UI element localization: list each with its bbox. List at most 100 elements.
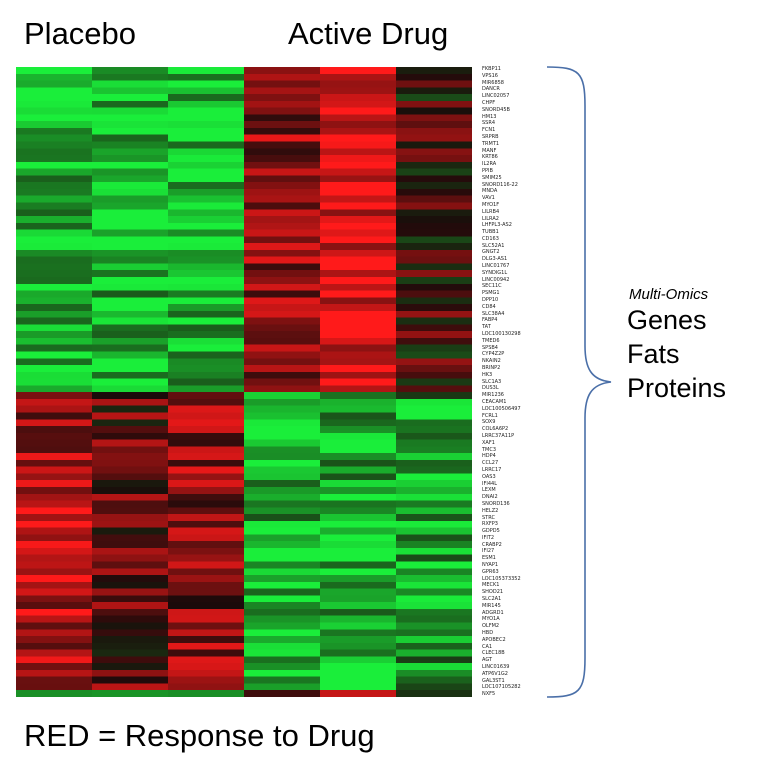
heatmap-cell <box>168 344 245 353</box>
heatmap-cell <box>16 100 93 109</box>
heatmap-cell <box>244 642 321 651</box>
heatmap-cell <box>168 263 245 271</box>
heatmap-cell <box>92 493 169 502</box>
heatmap-cell <box>320 371 397 380</box>
gene-label: CCL27 <box>482 460 499 467</box>
heatmap-cell <box>92 669 169 678</box>
gene-label: SPSB4 <box>482 344 498 351</box>
heatmap-cell <box>16 297 93 305</box>
heatmap-cell <box>244 277 321 285</box>
heatmap-cell <box>168 439 245 447</box>
heatmap-cell <box>168 277 245 285</box>
gene-label: FCRL1 <box>482 412 498 419</box>
heatmap-cell <box>168 507 245 515</box>
gene-label: TRMT1 <box>482 140 500 147</box>
heatmap-cell <box>16 263 93 271</box>
heatmap-cell <box>396 127 472 136</box>
heatmap-cell <box>16 121 93 129</box>
heatmap-cell <box>244 331 321 339</box>
heatmap-cell <box>92 277 169 285</box>
heatmap-cell <box>92 459 169 468</box>
heatmap-cell <box>168 209 245 217</box>
heatmap-cell <box>320 649 397 657</box>
heatmap-cell <box>92 649 169 657</box>
heatmap-cell <box>320 615 397 623</box>
heatmap-cell <box>92 107 169 115</box>
heatmap-cell <box>16 182 93 190</box>
heatmap-cell <box>16 595 93 603</box>
heatmap-cell <box>16 155 93 163</box>
heatmap-cell <box>320 527 397 535</box>
heatmap-cell <box>244 182 321 190</box>
heatmap-cell <box>168 514 245 522</box>
heatmap-cell <box>396 534 472 542</box>
heatmap-cell <box>320 507 397 515</box>
heatmap-cell <box>168 290 245 298</box>
heatmap-cell <box>92 636 169 644</box>
heatmap-cell <box>168 527 245 535</box>
heatmap-cell <box>92 209 169 217</box>
heatmap-cell <box>320 500 397 508</box>
heatmap-cell <box>16 141 93 149</box>
heatmap-cell <box>168 676 245 684</box>
heatmap-cell <box>396 385 472 393</box>
heatmap-cell <box>320 446 397 454</box>
heatmap-cell <box>92 188 169 197</box>
heatmap-cell <box>16 656 93 664</box>
heatmap-cell <box>92 134 169 143</box>
heatmap-cell <box>320 182 397 190</box>
heatmap-cell <box>320 520 397 529</box>
gene-label: LOC100506497 <box>482 405 521 412</box>
heatmap-cell <box>244 73 321 82</box>
heatmap-cell <box>92 615 169 623</box>
gene-label: LOC107105282 <box>482 684 521 691</box>
heatmap-cell <box>320 683 397 691</box>
heatmap-cell <box>244 114 321 122</box>
heatmap-cell <box>244 134 321 143</box>
heatmap-cell <box>168 182 245 190</box>
heatmap-cell <box>396 94 472 102</box>
gene-label: CLEC18B <box>482 650 505 657</box>
heatmap-cell <box>320 297 397 305</box>
heatmap-cell <box>396 676 472 684</box>
heatmap-cell <box>244 148 321 156</box>
heatmap-cell <box>244 554 321 563</box>
heatmap-cell <box>168 236 245 244</box>
gene-label: PSMG1 <box>482 290 500 297</box>
gene-label: IL2RA <box>482 161 497 168</box>
heatmap-cell <box>320 188 397 197</box>
heatmap-cell <box>92 80 169 88</box>
heatmap-cell <box>244 263 321 271</box>
heatmap-cell <box>16 344 93 353</box>
heatmap-cell <box>168 595 245 603</box>
heatmap-cell <box>244 209 321 217</box>
heatmap-cell <box>396 100 472 109</box>
heatmap-cell <box>244 656 321 664</box>
heatmap-cell <box>16 67 93 75</box>
heatmap-cell <box>244 588 321 596</box>
heatmap-cell <box>16 534 93 542</box>
heatmap-cell <box>320 439 397 447</box>
heatmap-cell <box>320 222 397 231</box>
heatmap-cell <box>320 290 397 298</box>
heatmap-cell <box>16 480 93 488</box>
heatmap-cell <box>396 87 472 95</box>
heatmap-cell <box>168 67 245 75</box>
heatmap-cell <box>92 270 169 278</box>
heatmap-cell <box>92 534 169 542</box>
heatmap-cell <box>168 94 245 102</box>
color-legend-text: RED = Response to Drug <box>24 718 375 753</box>
heatmap-cell <box>244 453 321 461</box>
heatmap-cell <box>168 80 245 88</box>
heatmap-cell <box>168 426 245 434</box>
heatmap-cell <box>16 243 93 251</box>
heatmap-cell <box>396 412 472 420</box>
heatmap-cell <box>320 344 397 353</box>
heatmap-cell <box>396 195 472 203</box>
heatmap-cell <box>396 107 472 115</box>
heatmap-cell <box>396 683 472 691</box>
gene-label: SNORD45B <box>482 106 510 113</box>
heatmap-cell <box>320 412 397 420</box>
heatmap-cell <box>244 229 321 237</box>
heatmap-cell <box>16 87 93 95</box>
